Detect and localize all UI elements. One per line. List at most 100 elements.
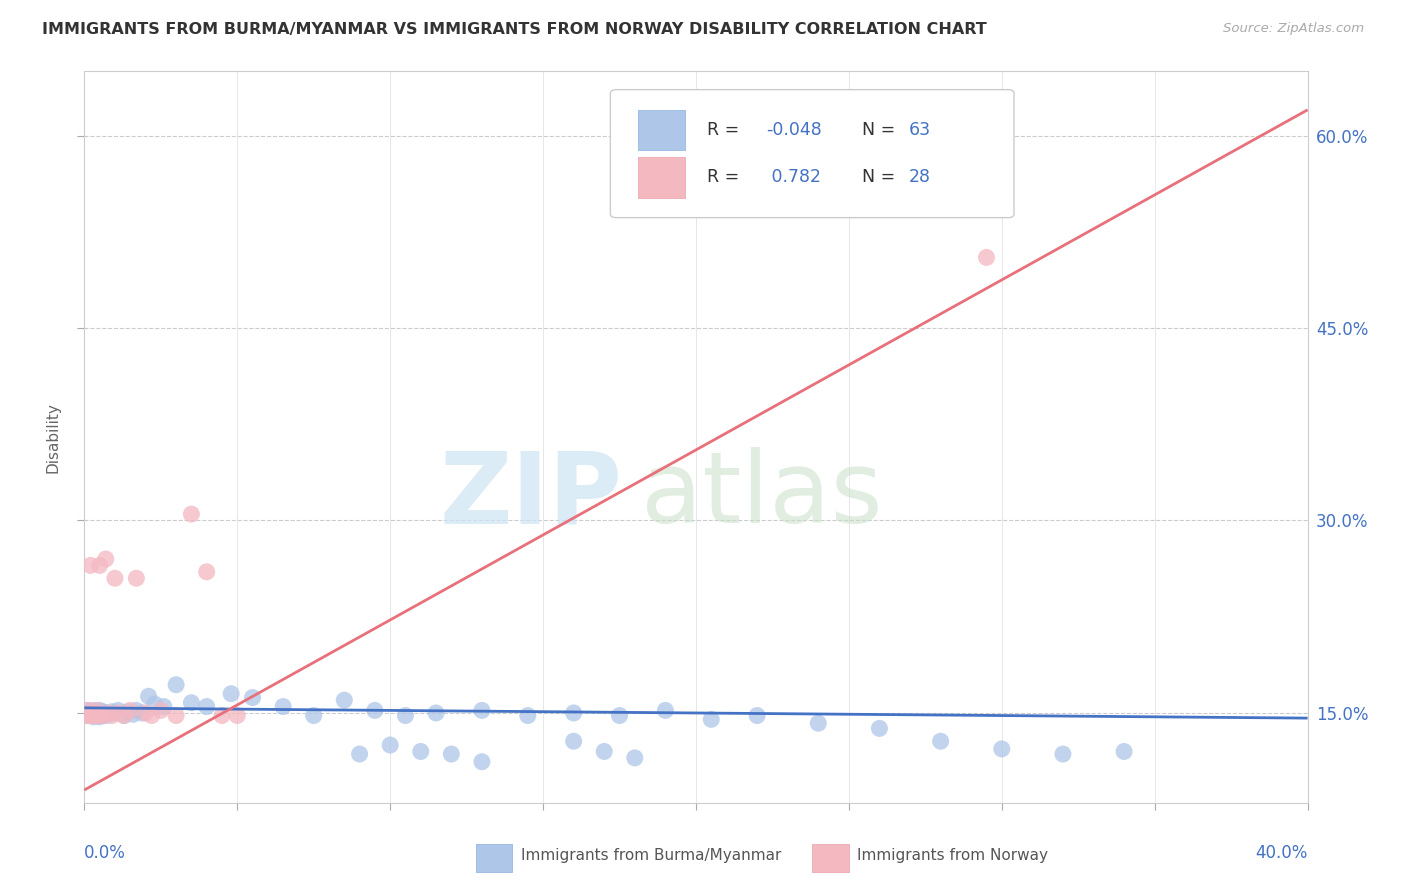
Point xyxy=(609,708,631,723)
FancyBboxPatch shape xyxy=(638,110,685,150)
Point xyxy=(86,708,108,723)
Point xyxy=(471,755,494,769)
Text: 63: 63 xyxy=(908,121,931,139)
Point xyxy=(115,705,138,719)
Point xyxy=(747,708,769,723)
Point xyxy=(122,707,145,722)
Point xyxy=(94,552,117,566)
Point xyxy=(135,706,157,720)
FancyBboxPatch shape xyxy=(638,157,685,197)
Point xyxy=(89,706,111,720)
Text: Immigrants from Norway: Immigrants from Norway xyxy=(858,848,1049,863)
Point xyxy=(89,703,111,717)
Point xyxy=(929,734,952,748)
Point xyxy=(97,707,120,722)
Text: -0.048: -0.048 xyxy=(766,121,821,139)
Point xyxy=(83,710,105,724)
Point xyxy=(101,708,124,723)
Point xyxy=(83,703,105,717)
Point xyxy=(409,744,432,758)
Point xyxy=(83,708,105,723)
Point xyxy=(654,703,676,717)
Point xyxy=(120,703,142,717)
Point xyxy=(79,558,101,573)
Point xyxy=(302,708,325,723)
Text: R =: R = xyxy=(707,169,745,186)
Point xyxy=(195,565,218,579)
FancyBboxPatch shape xyxy=(813,844,849,871)
Point xyxy=(226,708,249,723)
Point xyxy=(700,712,723,726)
Point xyxy=(153,699,176,714)
Point xyxy=(76,708,98,723)
Point xyxy=(76,708,98,723)
Text: IMMIGRANTS FROM BURMA/MYANMAR VS IMMIGRANTS FROM NORWAY DISABILITY CORRELATION C: IMMIGRANTS FROM BURMA/MYANMAR VS IMMIGRA… xyxy=(42,22,987,37)
Point xyxy=(131,706,153,720)
Point xyxy=(211,708,233,723)
Point xyxy=(125,703,148,717)
Text: N =: N = xyxy=(851,121,901,139)
Point xyxy=(165,708,187,723)
Point xyxy=(76,703,98,717)
Point xyxy=(219,687,242,701)
Point xyxy=(562,706,585,720)
Text: N =: N = xyxy=(851,169,901,186)
Point xyxy=(380,738,402,752)
Point xyxy=(195,699,218,714)
Point xyxy=(125,571,148,585)
Point xyxy=(976,251,998,265)
Point xyxy=(79,708,101,723)
Text: atlas: atlas xyxy=(641,447,883,544)
Point xyxy=(79,707,101,722)
Point xyxy=(76,703,98,717)
Point xyxy=(471,703,494,717)
Point xyxy=(91,705,114,719)
Point xyxy=(76,706,98,720)
Point xyxy=(107,706,129,720)
Point xyxy=(807,716,830,731)
Point xyxy=(440,747,463,761)
Point xyxy=(86,703,108,717)
Point xyxy=(101,705,124,719)
Point xyxy=(242,690,264,705)
Point xyxy=(165,678,187,692)
Point xyxy=(149,703,172,717)
Point xyxy=(180,507,202,521)
Text: Immigrants from Burma/Myanmar: Immigrants from Burma/Myanmar xyxy=(522,848,782,863)
Point xyxy=(94,706,117,720)
Point xyxy=(141,708,163,723)
Point xyxy=(394,708,416,723)
Point xyxy=(364,703,387,717)
Point xyxy=(86,705,108,719)
Point xyxy=(624,751,647,765)
Point xyxy=(180,696,202,710)
Point xyxy=(97,706,120,720)
Point xyxy=(79,708,101,723)
Point xyxy=(86,708,108,723)
Point xyxy=(83,706,105,720)
Text: R =: R = xyxy=(707,121,745,139)
Point xyxy=(89,558,111,573)
Point xyxy=(143,697,166,711)
Y-axis label: Disability: Disability xyxy=(46,401,60,473)
Point xyxy=(83,706,105,720)
FancyBboxPatch shape xyxy=(610,90,1014,218)
Point xyxy=(991,742,1014,756)
Point xyxy=(104,706,127,720)
Point xyxy=(562,734,585,748)
Point xyxy=(271,699,294,714)
Point xyxy=(91,707,114,722)
Text: 40.0%: 40.0% xyxy=(1256,845,1308,863)
Point xyxy=(107,703,129,717)
FancyBboxPatch shape xyxy=(475,844,513,871)
Point xyxy=(1114,744,1136,758)
Point xyxy=(425,706,447,720)
Point xyxy=(91,708,114,723)
Point xyxy=(89,710,111,724)
Point xyxy=(516,708,538,723)
Text: 28: 28 xyxy=(908,169,931,186)
Point xyxy=(138,690,160,704)
Point xyxy=(593,744,616,758)
Point xyxy=(1052,747,1074,761)
Point xyxy=(869,722,891,736)
